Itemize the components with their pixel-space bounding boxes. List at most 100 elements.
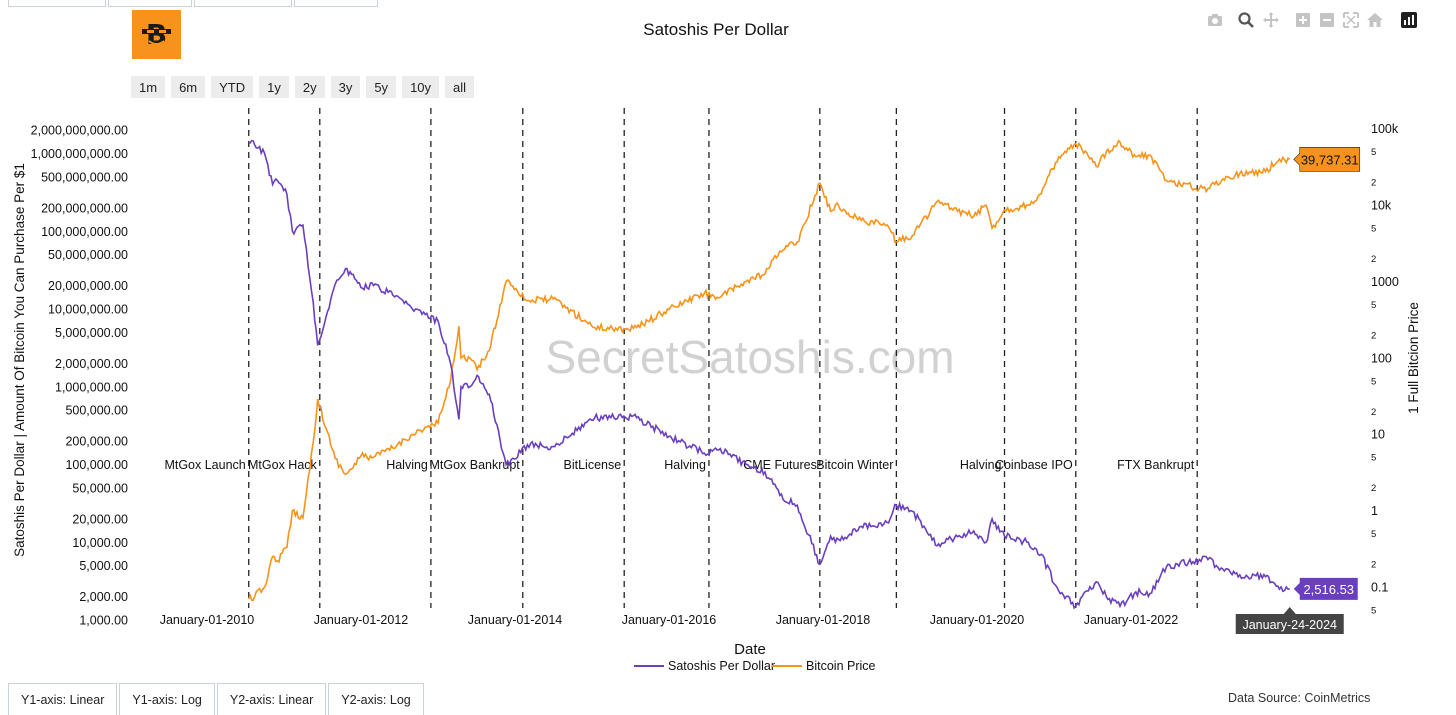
axis-scale-tab[interactable]: Y1-axis: Log (119, 683, 215, 715)
autoscale-icon[interactable] (1342, 11, 1360, 29)
range-button-1y[interactable]: 1y (259, 76, 289, 98)
y2-tick-label: 5 (1371, 376, 1376, 387)
bitcoin-price-line (247, 139, 1291, 602)
axis-scale-tab[interactable]: Y2-axis: Linear (216, 683, 327, 715)
chart-title: Satoshis Per Dollar (643, 20, 789, 39)
bitcoin-hover-box (1293, 147, 1361, 172)
y2-tick-label: 2 (1371, 560, 1376, 571)
y2-tick-label: 2 (1371, 407, 1376, 418)
y1-tick-label: 50,000,000.00 (48, 248, 128, 262)
y1-tick-label: 10,000.00 (72, 536, 128, 550)
y2-tick-label: 2 (1371, 254, 1376, 265)
top-tab-strip (0, 0, 1456, 8)
y1-axis: 1,000.00 2,000.00 5,000.00 10,000.00 20,000.… (31, 124, 128, 628)
y1-tick-label: 200,000.00 (65, 435, 128, 449)
y1-tick-label: 5,000.00 (79, 559, 128, 573)
x-tick-label: January-01-2016 (622, 613, 717, 627)
y1-tick-label: 1,000,000.00 (55, 380, 128, 394)
y2-axis-title: 1 Full Bitcion Price (1406, 302, 1421, 414)
event-label: MtGox Launch (164, 458, 245, 472)
chart-modebar (1200, 11, 1430, 31)
y1-tick-label: 500,000,000.00 (41, 170, 128, 184)
y1-axis-title: Satoshis Per Dollar | Amount Of Bitcoin … (12, 163, 27, 557)
y1-tick-label: 10,000,000.00 (48, 303, 128, 317)
data-source-note: Data Source: CoinMetrics (1228, 691, 1371, 705)
satoshis-hover-box (1293, 577, 1358, 600)
satoshis-hover-value: 2,516.53 (1303, 582, 1354, 597)
x-tick-label: January-01-2010 (160, 613, 255, 627)
x-tick-label: January-01-2018 (776, 613, 871, 627)
range-button-all[interactable]: all (445, 76, 475, 98)
x-tick-label: January-01-2012 (314, 613, 409, 627)
legend-label-bitcoin[interactable]: Bitcoin Price (806, 659, 876, 673)
watermark: SecretSatoshis.com (545, 331, 954, 383)
y2-tick-label: 0.1 (1371, 581, 1388, 595)
y1-tick-label: 5,000,000.00 (55, 326, 128, 340)
y2-tick-label: 100k (1371, 122, 1399, 136)
event-label: FTX Bankrupt (1117, 458, 1195, 472)
y1-tick-label: 50,000.00 (72, 481, 128, 495)
event-label: Halving (664, 458, 706, 472)
y2-tick-label: 1 (1371, 504, 1378, 518)
range-button-ytd[interactable]: YTD (211, 76, 254, 98)
y2-tick-label: 5 (1371, 453, 1376, 464)
event-label: MtGox Bankrupt (429, 458, 520, 472)
event-label: CME Futures (743, 458, 817, 472)
x-axis-title: Date (734, 641, 766, 658)
axis-scale-tabs: Y1-axis: Linear Y1-axis: Log Y2-axis: Line… (8, 683, 426, 715)
range-selector: 1m 6m YTD 1y 2y 3y 5y 10y all (131, 76, 475, 98)
event-label: Halving (386, 458, 428, 472)
y1-tick-label: 2,000,000,000.00 (31, 124, 128, 138)
date-hover-box (1235, 607, 1344, 634)
zoom-icon[interactable] (1237, 11, 1255, 29)
pan-icon[interactable] (1262, 11, 1280, 29)
zoom-in-icon[interactable] (1294, 11, 1312, 29)
y2-tick-label: 10k (1371, 199, 1392, 213)
hover-labels: 39,737.31 2,516.53 January-24-2024 (1235, 147, 1361, 634)
y2-tick-label: 5 (1371, 147, 1376, 158)
x-axis: January-01-2010 January-01-2012 January-01… (160, 613, 1179, 627)
top-tab[interactable] (108, 0, 192, 7)
top-tab[interactable] (294, 0, 378, 7)
range-button-5y[interactable]: 5y (366, 76, 397, 98)
y2-tick-label: 2 (1371, 483, 1376, 494)
event-label: Coinbase IPO (995, 458, 1073, 472)
zoom-out-icon[interactable] (1318, 11, 1336, 29)
legend-label-satoshis[interactable]: Satoshis Per Dollar (668, 659, 775, 673)
y2-tick-label: 100 (1371, 351, 1392, 365)
top-tab[interactable] (8, 0, 106, 7)
secret-satoshis-logo: B (132, 10, 181, 59)
range-button-1m[interactable]: 1m (131, 76, 166, 98)
y2-tick-label: 2 (1371, 178, 1376, 189)
y1-tick-label: 500,000.00 (65, 404, 128, 418)
plotly-logo-icon[interactable] (1400, 11, 1418, 29)
bitcoin-hover-value: 39,737.31 (1301, 152, 1359, 167)
y1-tick-label: 2,000,000.00 (55, 357, 128, 371)
y2-tick-label: 10 (1371, 428, 1385, 442)
y2-tick-label: 5 (1371, 224, 1376, 235)
y2-tick-label: 5 (1371, 606, 1376, 617)
y2-axis: 5 0.1 2 5 1 2 5 10 2 5 100 2 5 1000 2 5 10k 2 5 100k (1371, 122, 1399, 616)
y1-tick-label: 100,000.00 (65, 458, 128, 472)
range-button-6m[interactable]: 6m (171, 76, 206, 98)
range-button-10y[interactable]: 10y (402, 76, 440, 98)
y2-tick-label: 5 (1371, 529, 1376, 540)
camera-icon[interactable] (1206, 11, 1224, 29)
axis-scale-tab[interactable]: Y1-axis: Linear (8, 683, 118, 715)
x-tick-label: January-01-2014 (468, 613, 563, 627)
y1-tick-label: 1,000,000,000.00 (31, 147, 128, 161)
y1-tick-label: 2,000.00 (79, 590, 128, 604)
top-tab[interactable] (194, 0, 292, 7)
date-hover-value: January-24-2024 (1242, 618, 1337, 632)
y1-tick-label: 20,000,000.00 (48, 279, 128, 293)
range-button-2y[interactable]: 2y (294, 76, 325, 98)
satoshis-per-dollar-line (248, 139, 1290, 610)
y2-tick-label: 5 (1371, 300, 1376, 311)
axis-scale-tab[interactable]: Y2-axis: Log (328, 683, 424, 715)
reset-axes-icon[interactable] (1366, 11, 1384, 29)
range-button-3y[interactable]: 3y (330, 76, 361, 98)
event-label: BitLicense (564, 458, 622, 472)
y1-tick-label: 100,000,000.00 (41, 225, 128, 239)
y1-tick-label: 20,000.00 (72, 512, 128, 526)
